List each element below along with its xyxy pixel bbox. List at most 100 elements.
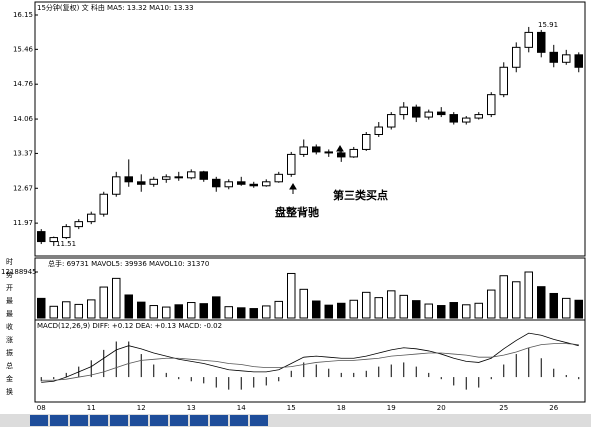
volume-bar — [474, 302, 483, 319]
side-label: 总 — [6, 361, 13, 370]
candle-body — [362, 133, 371, 150]
candle-body — [399, 106, 408, 116]
macd-panel — [34, 319, 586, 403]
volume-bar — [562, 297, 571, 319]
candle-body — [162, 176, 171, 180]
annotation: 盘整背驰 — [275, 205, 319, 219]
side-label: 振 — [6, 348, 13, 357]
side-label: 最 — [6, 310, 13, 318]
side-label: 金 — [6, 374, 13, 383]
candle-body — [337, 152, 346, 158]
volume-bar — [374, 297, 383, 319]
volume-bar — [87, 299, 96, 319]
volume-bar — [162, 306, 171, 319]
candle-body — [249, 183, 258, 187]
volume-bar — [199, 303, 208, 319]
x-tick-label: 25 — [499, 404, 508, 412]
side-label: 换 — [6, 387, 13, 396]
candle-body — [112, 176, 121, 195]
volume-bar — [487, 289, 496, 319]
candle-body — [499, 66, 508, 96]
volume-bar — [74, 303, 83, 319]
candle-body — [237, 181, 246, 185]
candle-body — [449, 114, 458, 123]
candle-body — [562, 54, 571, 63]
volume-bar — [574, 299, 583, 319]
candle-body — [149, 178, 158, 185]
price-header: 15分钟(复权) 文 科由 MA5: 13.32 MA10: 13.33 — [37, 3, 194, 12]
candle-body — [374, 126, 383, 135]
candle-body — [387, 114, 396, 128]
volume-bar — [37, 297, 46, 319]
candle-body — [62, 226, 71, 239]
volume-bar — [299, 288, 308, 319]
candle-body — [174, 176, 183, 179]
side-label: 涨 — [6, 335, 13, 344]
candle-body — [287, 153, 296, 175]
candle-body — [574, 54, 583, 68]
volume-bar — [549, 292, 558, 319]
annotation: 第三类买点 — [333, 188, 388, 202]
x-tick-label: 12 — [137, 404, 146, 412]
candle-body — [99, 193, 108, 215]
y-tick-label: 14.06 — [13, 115, 34, 123]
volume-bar — [424, 303, 433, 319]
side-label: 最 — [6, 297, 13, 305]
candle-body — [349, 148, 358, 158]
volume-bar — [174, 304, 183, 319]
candle-body — [212, 178, 221, 188]
x-tick-label: 26 — [549, 404, 558, 412]
volume-bar — [287, 272, 296, 319]
volume-bar — [187, 302, 196, 319]
candle-body — [224, 181, 233, 188]
macd-header: MACD(12,26,9) DIFF: +0.12 DEA: +0.13 MAC… — [37, 322, 222, 330]
volume-bar — [112, 277, 121, 319]
volume-bar — [324, 304, 333, 319]
x-tick-label: 19 — [387, 404, 396, 412]
candle-body — [312, 146, 321, 153]
volume-bar — [149, 305, 158, 319]
tab-bar — [0, 414, 591, 427]
volume-bar — [337, 302, 346, 319]
x-tick-label: 08 — [37, 404, 46, 412]
candle-body — [37, 231, 46, 243]
volume-bar — [437, 305, 446, 319]
x-tick-label: 18 — [337, 404, 346, 412]
y-tick-label: 16.15 — [13, 11, 33, 19]
arrow — [289, 183, 297, 194]
price-panel — [34, 1, 586, 257]
volume-bar — [99, 286, 108, 319]
candle-body — [537, 31, 546, 53]
candle-body — [124, 176, 133, 183]
candle-body — [137, 181, 146, 185]
volume-bar — [212, 296, 221, 319]
candle-body — [187, 171, 196, 179]
side-label: 时 — [6, 257, 13, 266]
side-label: 势 — [6, 270, 13, 279]
volume-bar — [362, 291, 371, 319]
candle-body — [549, 51, 558, 63]
volume-bar — [412, 300, 421, 319]
volume-bar — [62, 301, 71, 319]
volume-bar — [49, 305, 58, 319]
volume-bar — [224, 306, 233, 319]
candle-body — [299, 146, 308, 155]
volume-bar — [499, 275, 508, 319]
x-tick-label: 13 — [187, 404, 196, 412]
volume-bar — [349, 299, 358, 319]
candle-body — [474, 114, 483, 119]
volume-bar — [512, 281, 521, 319]
candle-body — [199, 171, 208, 180]
dea-line — [41, 343, 579, 381]
x-tick-label: 15 — [287, 404, 296, 412]
volume-tick-label: 12188945 — [1, 268, 37, 276]
candle-body — [87, 213, 96, 223]
candle-body — [49, 237, 58, 243]
volume-bar — [137, 301, 146, 319]
y-tick-label: 12.67 — [13, 184, 33, 192]
candle-body — [524, 31, 533, 48]
y-tick-label: 15.46 — [13, 45, 34, 53]
candle-body — [274, 173, 283, 183]
x-tick-label: 11 — [87, 404, 96, 412]
